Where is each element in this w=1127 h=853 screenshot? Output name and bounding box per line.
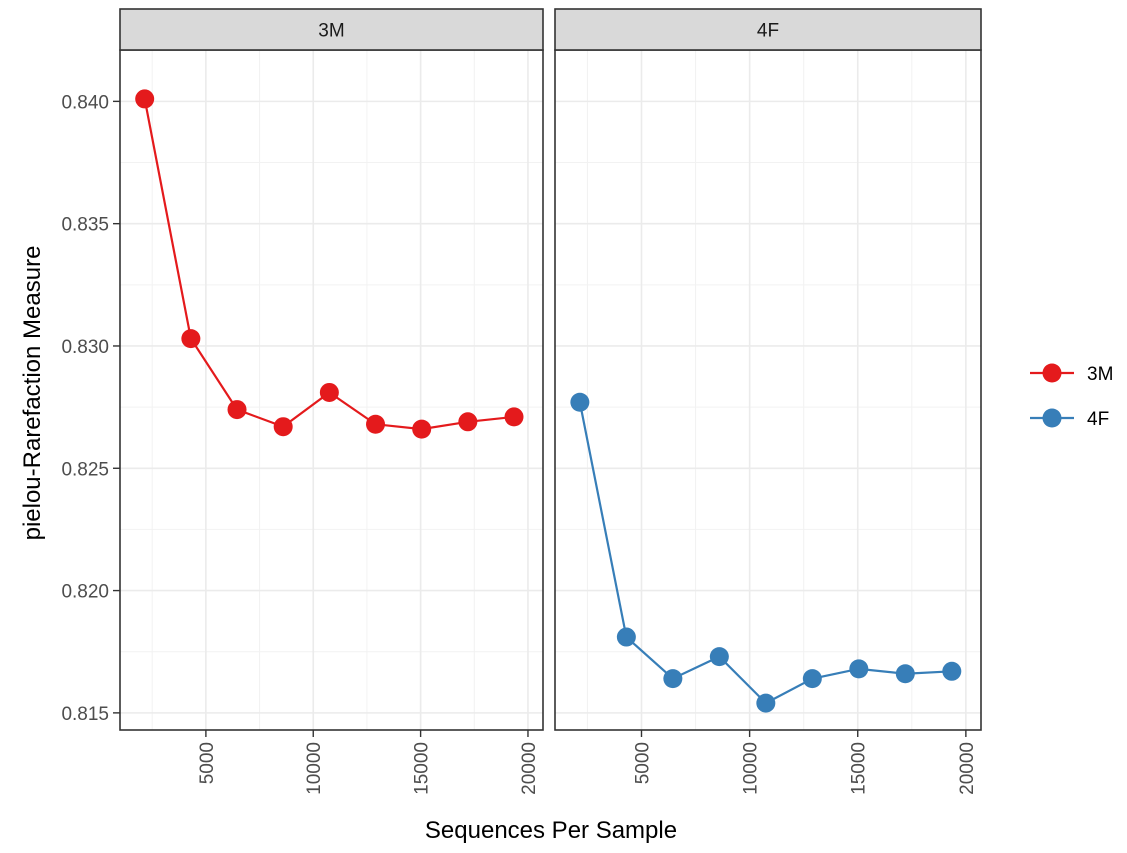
data-point-3M [135, 89, 155, 109]
data-point-4F [570, 392, 590, 412]
x-tick-label: 20000 [519, 742, 540, 795]
panel-background [555, 50, 981, 730]
y-tick-label: 0.835 [61, 215, 109, 236]
data-point-3M [366, 414, 386, 434]
legend-label: 3M [1087, 364, 1113, 385]
x-tick-label: 15000 [849, 742, 870, 795]
y-tick-label: 0.825 [61, 459, 109, 480]
y-tick-label: 0.815 [61, 704, 109, 725]
x-tick-label: 10000 [741, 742, 762, 795]
data-point-3M [227, 400, 247, 420]
facet-label: 3M [318, 21, 344, 42]
data-point-4F [895, 664, 915, 684]
data-point-4F [942, 661, 962, 681]
data-point-4F [663, 669, 683, 689]
facet-strip [554, 8, 982, 51]
data-point-3M [458, 412, 478, 432]
data-point-3M [412, 419, 432, 439]
legend-key-point [1042, 363, 1062, 383]
x-tick-label: 10000 [304, 742, 325, 795]
y-axis-title: pielou-Rarefaction Measure [19, 246, 46, 541]
y-tick-label: 0.830 [61, 337, 109, 358]
data-point-4F [616, 627, 636, 647]
x-tick-label: 15000 [412, 742, 433, 795]
facet-strip [119, 8, 544, 51]
data-point-4F [849, 659, 869, 679]
legend-key-point [1042, 408, 1062, 428]
legend-label: 4F [1087, 409, 1109, 430]
data-point-3M [319, 382, 339, 402]
x-tick-label: 5000 [632, 742, 653, 784]
data-point-4F [802, 669, 822, 689]
data-point-3M [273, 417, 293, 437]
x-tick-label: 5000 [197, 742, 218, 784]
facet-label: 4F [757, 21, 779, 42]
y-tick-label: 0.840 [61, 92, 109, 113]
y-tick-label: 0.820 [61, 582, 109, 603]
data-point-3M [181, 329, 201, 349]
data-point-4F [709, 647, 729, 667]
x-tick-label: 20000 [957, 742, 978, 795]
data-point-3M [504, 407, 524, 427]
data-point-4F [756, 693, 776, 713]
x-axis-title: Sequences Per Sample [425, 817, 677, 844]
